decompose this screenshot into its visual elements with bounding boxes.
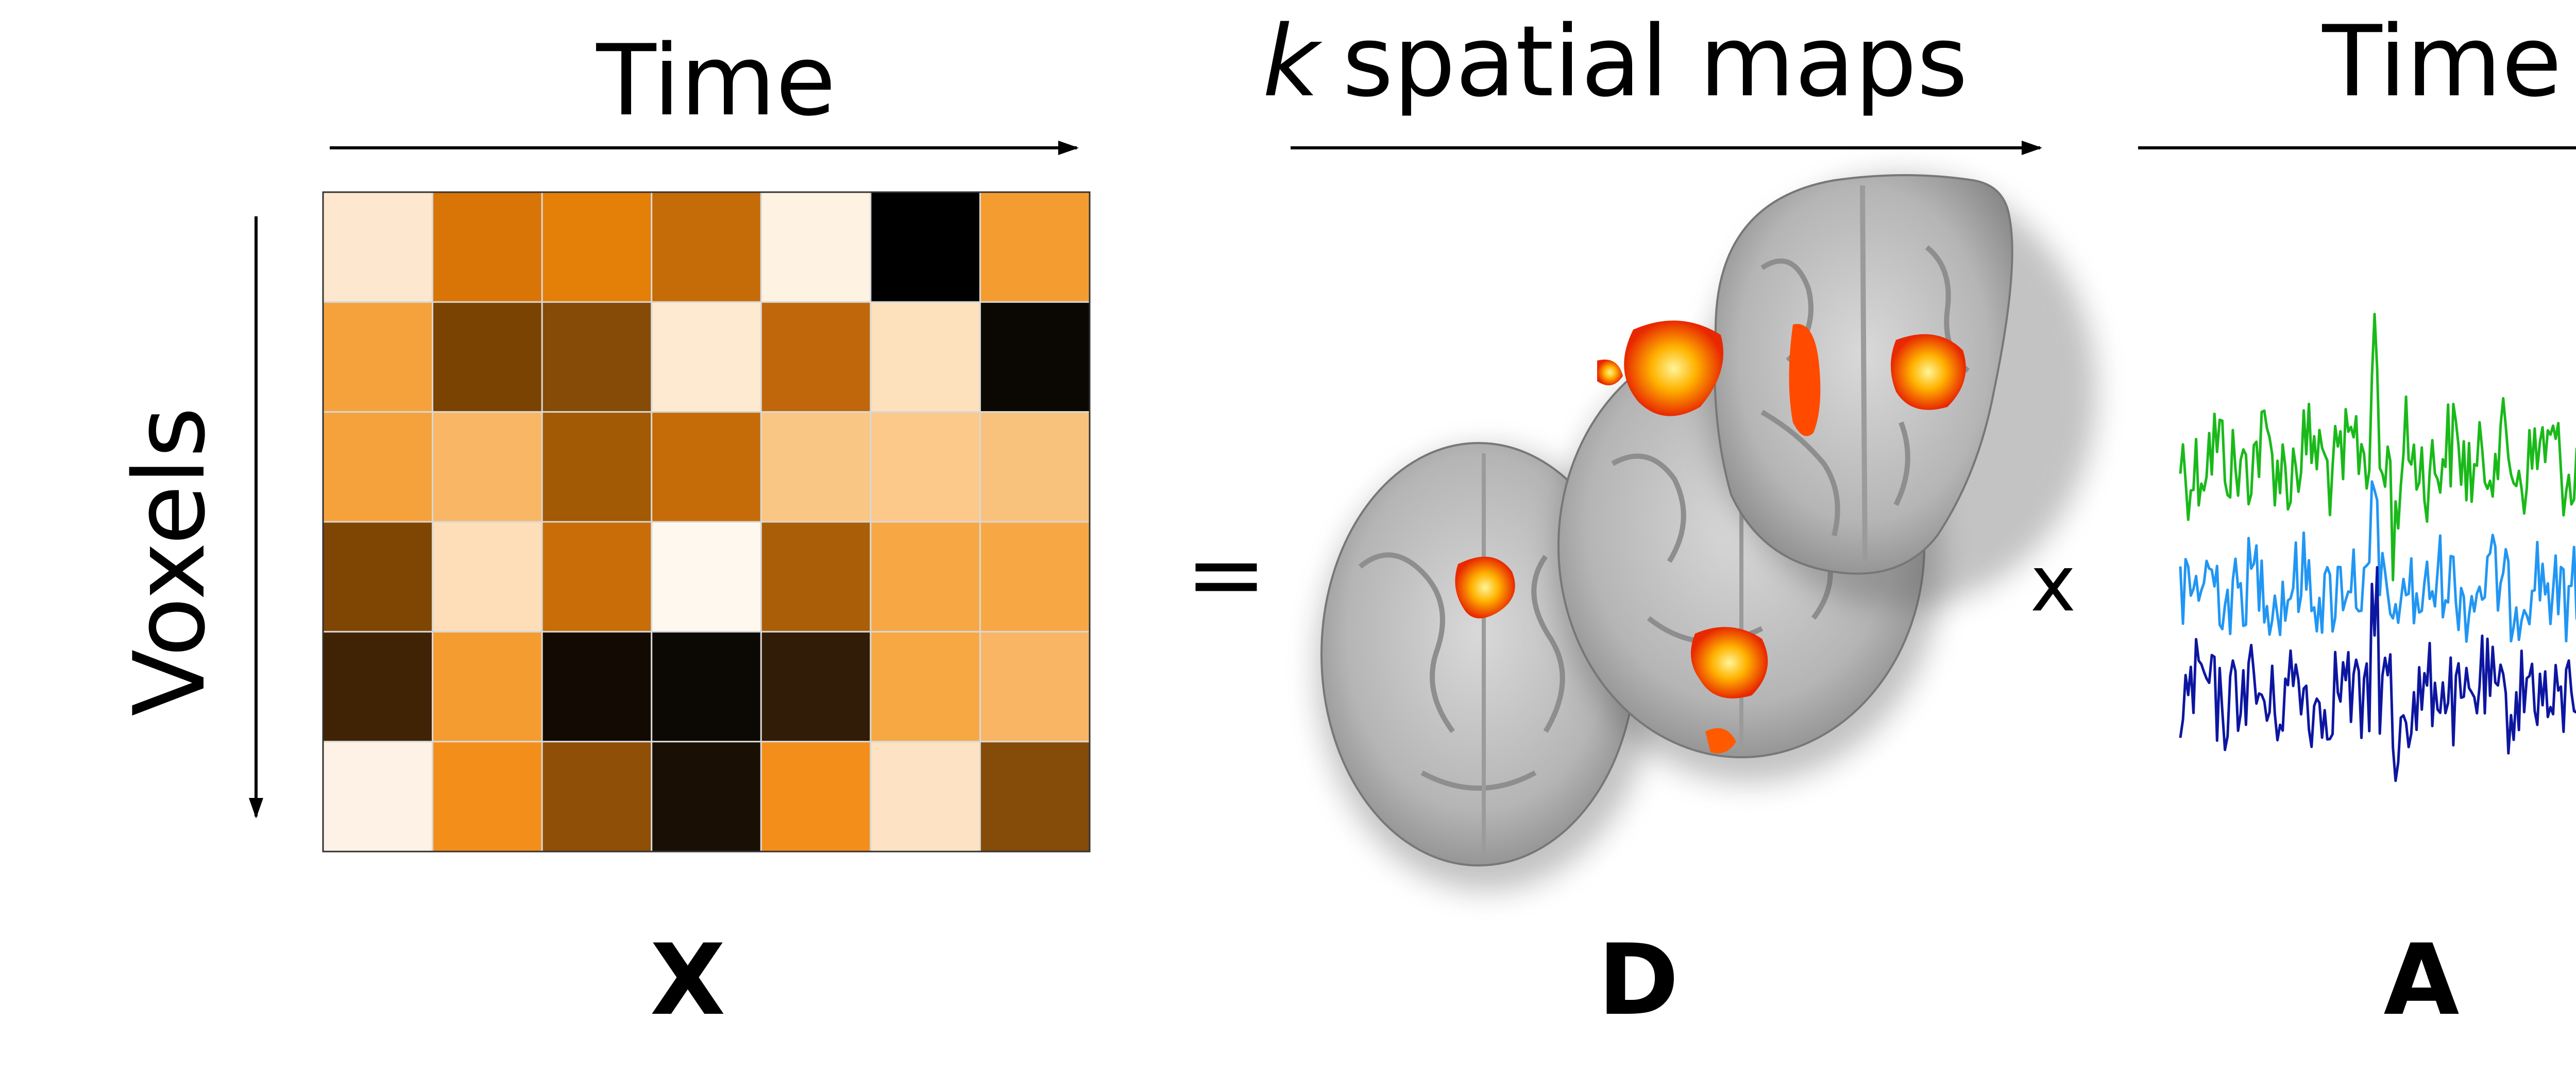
matrix-cell-r1-c5	[870, 301, 981, 413]
matrix-cell-r4-c1	[432, 631, 543, 743]
matrix-cell-r1-c1	[432, 301, 543, 413]
activation-blob-small	[1597, 360, 1623, 385]
matrix-x-frame	[322, 191, 1091, 853]
matrix-cell-r0-c2	[541, 191, 653, 303]
matrix-cell-r4-c5	[870, 631, 981, 743]
matrix-cell-r0-c6	[979, 191, 1091, 303]
matrix-cell-r3-c1	[432, 521, 543, 633]
matrix-cell-r0-c3	[651, 191, 762, 303]
matrix-cell-r3-c0	[322, 521, 434, 633]
matrix-cell-r2-c4	[760, 411, 872, 523]
matrix-cell-r1-c4	[760, 301, 872, 413]
matrix-cell-r1-c0	[322, 301, 434, 413]
matrix-cell-r3-c5	[870, 521, 981, 633]
matrix-cell-r0-c0	[322, 191, 434, 303]
timecourse-3	[2179, 566, 2576, 782]
multiply-sign: x	[2030, 539, 2076, 629]
matrix-cell-r3-c3	[651, 521, 762, 633]
matrix-x-label: X	[650, 923, 726, 1037]
matrix-cell-r0-c1	[432, 191, 543, 303]
matrix-cell-r2-c0	[322, 411, 434, 523]
timecourse-2	[2179, 480, 2576, 643]
matrix-cell-r3-c6	[979, 521, 1091, 633]
spatial-maps-title: k spatial maps	[1262, 5, 1968, 118]
timecourses-panel: Time A	[2138, 5, 2576, 1037]
matrix-cell-r3-c4	[760, 521, 872, 633]
activation-blob-parietal-right	[1891, 334, 1966, 410]
matrix-cell-r5-c1	[432, 741, 543, 853]
matrix-cell-r1-c3	[651, 301, 762, 413]
brain-map-1	[1624, 174, 2097, 608]
matrix-cell-r4-c2	[541, 631, 653, 743]
matrix-cell-r0-c4	[760, 191, 872, 303]
activation-blob-parietal-left	[1624, 320, 1723, 416]
activation-blob-left	[1455, 556, 1515, 619]
matrix-cell-r5-c5	[870, 741, 981, 853]
matrix-cell-r1-c6	[979, 301, 1091, 413]
spatial-maps-text: spatial maps	[1342, 5, 1968, 118]
matrix-cell-r2-c6	[979, 411, 1091, 523]
matrix-cell-r4-c4	[760, 631, 872, 743]
matrix-cell-r5-c4	[760, 741, 872, 853]
matrix-cell-r5-c2	[541, 741, 653, 853]
matrix-cell-r4-c3	[651, 631, 762, 743]
timecourses	[2179, 313, 2576, 782]
matrix-x-panel: Time Voxels X	[113, 24, 1091, 1037]
matrix-cell-r3-c2	[541, 521, 653, 633]
activation-blob-posterior	[1691, 627, 1768, 699]
matrix-cell-r0-c5	[870, 191, 981, 303]
matrix-cell-r4-c6	[979, 631, 1091, 743]
matrix-cell-r1-c2	[541, 301, 653, 413]
equals-sign: =	[1185, 517, 1267, 631]
matrix-cell-r5-c0	[322, 741, 434, 853]
timecourse-1	[2179, 313, 2576, 582]
k-variable: k	[1262, 5, 1323, 118]
spatial-maps-panel: k spatial maps	[1262, 5, 2097, 891]
matrix-cell-r5-c3	[651, 741, 762, 853]
time-label-left: Time	[596, 24, 836, 138]
voxels-label: Voxels	[113, 407, 227, 717]
matrix-cell-r2-c2	[541, 411, 653, 523]
matrix-cell-r4-c0	[322, 631, 434, 743]
activation-blob-midline	[1789, 324, 1821, 436]
matrix-cell-r2-c1	[432, 411, 543, 523]
matrix-cell-r2-c5	[870, 411, 981, 523]
matrix-cell-r2-c3	[651, 411, 762, 523]
matrix-a-label: A	[2383, 923, 2459, 1037]
time-label-right: Time	[2322, 5, 2562, 118]
matrix-cell-r5-c6	[979, 741, 1091, 853]
matrix-x	[322, 191, 1091, 853]
matrix-d-label: D	[1598, 923, 1679, 1037]
